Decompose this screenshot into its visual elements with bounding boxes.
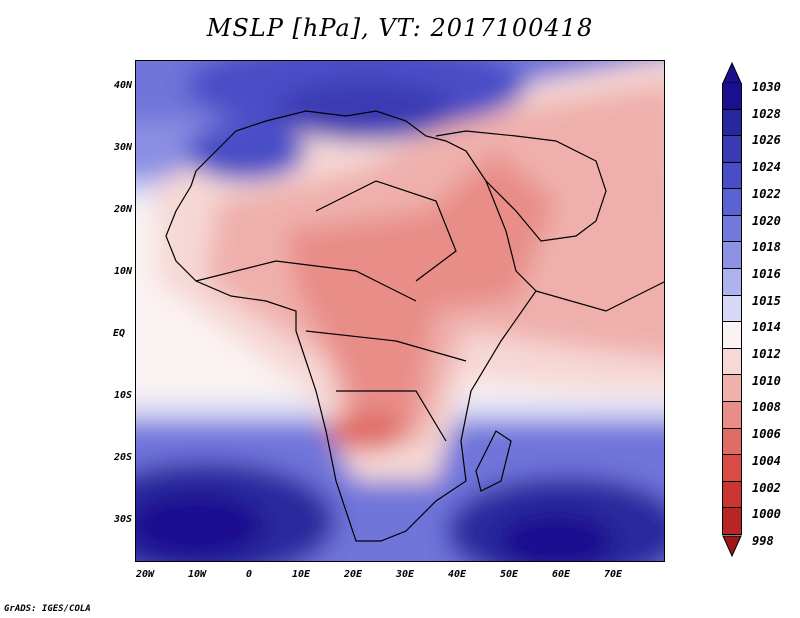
lat-label: 30S — [113, 514, 132, 525]
colorbar-label: 1012 — [752, 347, 781, 361]
coastlines — [165, 110, 664, 542]
lon-label: 0 — [245, 569, 253, 580]
lon-label: 10W — [187, 569, 207, 580]
lon-label: 40E — [447, 569, 467, 580]
colorbar-label: 1020 — [752, 213, 781, 228]
colorbar-label: 1018 — [752, 240, 781, 255]
colorbar-label: 1022 — [752, 186, 781, 201]
chart-title: MSLP [hPa], VT: 2017100418 — [206, 14, 594, 42]
pressure-field — [136, 61, 664, 561]
colorbar-segment — [722, 455, 742, 482]
colorbar-segment — [722, 428, 742, 456]
lat-label: 20N — [113, 204, 132, 215]
colorbar-segment — [722, 189, 742, 216]
lon-label: 70E — [603, 569, 623, 580]
colorbar-label: 1028 — [752, 106, 781, 121]
lon-label: 10E — [291, 569, 311, 580]
lon-label: 20W — [135, 569, 155, 580]
lat-label: 20S — [113, 452, 132, 463]
credit-text: GrADS: IGES/COLA — [4, 604, 91, 614]
lat-label: 10S — [113, 390, 132, 401]
colorbar-segment — [722, 162, 742, 190]
lat-label: EQ — [112, 328, 125, 339]
colorbar-segment — [722, 269, 742, 296]
lat-label: 30N — [113, 142, 132, 153]
colorbar-label: 1024 — [752, 160, 781, 175]
mslp-map — [136, 61, 664, 561]
colorbar-label: 1000 — [752, 507, 781, 522]
colorbar-label: 1010 — [752, 373, 781, 388]
colorbar-label: 1004 — [752, 453, 781, 468]
lon-label: 30E — [395, 569, 415, 580]
colorbar-label: 1015 — [752, 293, 781, 308]
lon-label: 50E — [499, 569, 519, 580]
colorbar-segment — [722, 401, 742, 429]
lon-label: 20E — [343, 569, 363, 580]
colorbar-segment — [722, 348, 742, 376]
lat-label: 10N — [113, 266, 132, 277]
colorbar-segment — [722, 215, 742, 243]
colorbar-segment — [722, 322, 742, 349]
colorbar-bottom-arrow — [722, 535, 742, 557]
colorbar-label: 1030 — [752, 80, 781, 94]
colorbar-label: 1008 — [752, 400, 781, 415]
map-frame — [135, 60, 665, 562]
colorbar-segment — [722, 83, 742, 110]
colorbar-top-arrow — [722, 62, 742, 84]
lon-label: 60E — [551, 569, 571, 580]
colorbar — [722, 83, 742, 535]
colorbar-segment — [722, 508, 742, 535]
colorbar-label: 1016 — [752, 266, 781, 281]
colorbar-label: 998 — [752, 533, 774, 548]
colorbar-segment — [722, 109, 742, 137]
colorbar-segment — [722, 136, 742, 163]
colorbar-label: 1026 — [752, 133, 781, 148]
colorbar-segment — [722, 375, 742, 402]
colorbar-segment — [722, 242, 742, 270]
lat-label: 40N — [113, 80, 132, 91]
colorbar-label: 1014 — [752, 320, 781, 335]
colorbar-segment — [722, 481, 742, 509]
colorbar-label: 1002 — [752, 480, 781, 495]
colorbar-label: 1006 — [752, 427, 781, 442]
colorbar-segment — [722, 295, 742, 323]
